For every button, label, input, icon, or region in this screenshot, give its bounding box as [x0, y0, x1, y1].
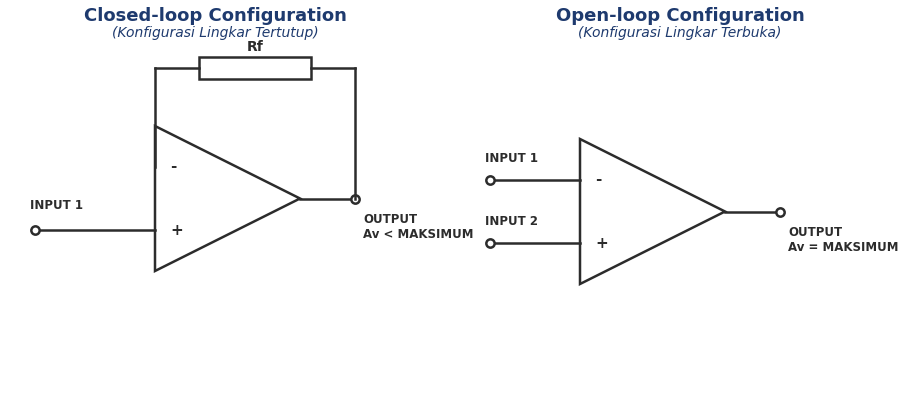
- Text: -: -: [170, 159, 176, 174]
- Text: Rf: Rf: [247, 40, 264, 54]
- Text: (Konfigurasi Lingkar Terbuka): (Konfigurasi Lingkar Terbuka): [579, 26, 782, 40]
- Text: Closed-loop Configuration: Closed-loop Configuration: [84, 7, 346, 25]
- Text: -: -: [595, 172, 601, 187]
- Text: INPUT 1: INPUT 1: [30, 199, 83, 212]
- Text: +: +: [595, 236, 608, 251]
- Bar: [199, 57, 311, 79]
- Text: INPUT 2: INPUT 2: [485, 216, 538, 229]
- Text: INPUT 1: INPUT 1: [485, 152, 538, 165]
- Text: +: +: [170, 223, 183, 238]
- Text: Open-loop Configuration: Open-loop Configuration: [555, 7, 805, 25]
- Text: OUTPUT
Av = MAKSIMUM: OUTPUT Av = MAKSIMUM: [788, 225, 898, 253]
- Text: OUTPUT
Av < MAKSIMUM: OUTPUT Av < MAKSIMUM: [363, 212, 473, 240]
- Text: (Konfigurasi Lingkar Tertutup): (Konfigurasi Lingkar Tertutup): [112, 26, 319, 40]
